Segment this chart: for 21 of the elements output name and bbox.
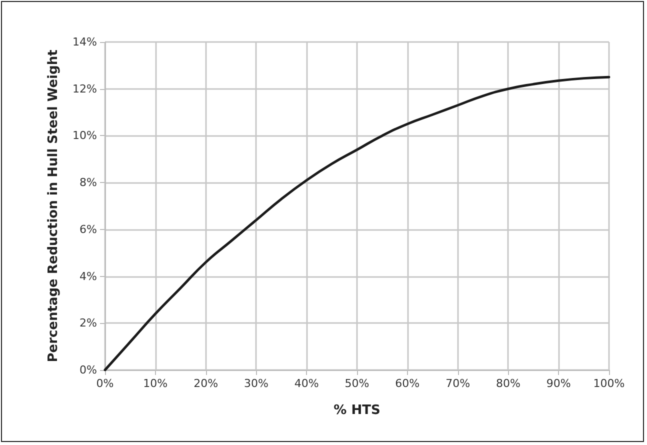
x-tick-label: 90% bbox=[546, 377, 571, 390]
x-tick-label: 20% bbox=[194, 377, 218, 390]
x-tick-label: 60% bbox=[395, 377, 420, 390]
y-axis-title: Percentage Reduction in Hull Steel Weight bbox=[46, 50, 61, 362]
x-tick-label: 80% bbox=[496, 377, 520, 390]
y-tick-label: 6% bbox=[80, 222, 97, 236]
x-tick-label: 30% bbox=[244, 377, 268, 390]
x-tick-label: 70% bbox=[446, 377, 470, 390]
x-tick-label: 100% bbox=[593, 377, 625, 390]
y-tick-label: 12% bbox=[72, 82, 97, 96]
y-tick-label: 2% bbox=[80, 316, 97, 330]
x-tick-label: 40% bbox=[294, 377, 319, 390]
x-tick-label: 0% bbox=[96, 377, 114, 390]
y-tick-label: 8% bbox=[80, 176, 97, 190]
y-tick-label: 14% bbox=[72, 36, 97, 48]
x-tick-label: 10% bbox=[143, 377, 168, 390]
x-tick-label: 50% bbox=[344, 377, 370, 390]
x-axis-title: % HTS bbox=[334, 403, 380, 418]
y-tick-label: 0% bbox=[80, 364, 97, 376]
y-tick-label: 4% bbox=[80, 270, 97, 283]
y-tick-label: 10% bbox=[72, 129, 97, 142]
